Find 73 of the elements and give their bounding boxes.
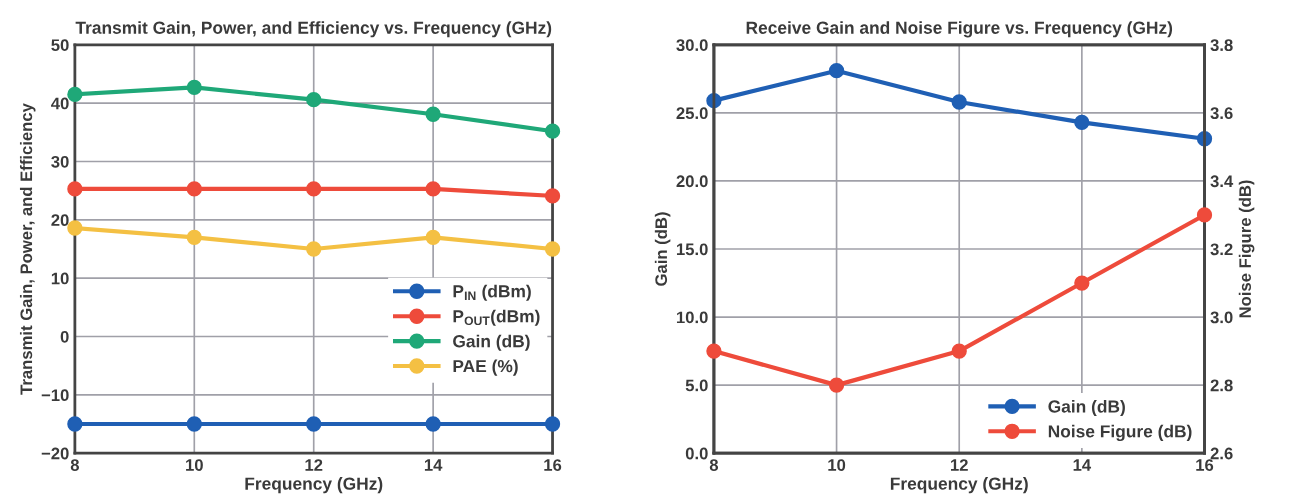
point (186, 229, 202, 245)
legend-label: Gain (dB) (1048, 399, 1125, 417)
point (186, 416, 202, 432)
y2-tick-label: 3.0 (1210, 311, 1233, 324)
x-tick-label: 12 (305, 459, 323, 471)
point (544, 416, 561, 432)
x-tick-label: 16 (1196, 459, 1214, 471)
y2-tick-label: 3.6 (1210, 107, 1233, 120)
y-tick-label: 40 (51, 97, 69, 110)
y-tick-label: 25.0 (676, 107, 708, 120)
point (425, 181, 441, 197)
y-tick-label: 10.0 (676, 311, 708, 324)
y2-tick-label: 2.8 (1210, 379, 1233, 392)
point (706, 343, 722, 359)
point (828, 377, 845, 393)
point (1196, 207, 1213, 223)
y-axis-title: Gain (dB) (654, 212, 671, 286)
point (951, 94, 967, 110)
point (186, 181, 202, 197)
x-tick-label: 16 (544, 459, 562, 471)
point (544, 123, 561, 139)
point (306, 181, 322, 197)
chart-title: Receive Gain and Noise Figure vs. Frequency (GHz) (746, 21, 1173, 38)
y-tick-label: 0.0 (685, 447, 708, 460)
legend-label: P$_{OUT}$(dBm) (453, 309, 540, 326)
y-axis-title: Transmit Gain, Power, and Efficiency (19, 103, 36, 395)
x-tick-label: 10 (828, 459, 846, 471)
point (425, 106, 441, 122)
y-tick-label: 0 (60, 330, 69, 343)
point (1074, 114, 1090, 131)
x-axis-title: Frequency (GHz) (245, 477, 383, 494)
chart-title: Transmit Gain, Power, and Efficiency vs. Frequency (GHz) (75, 21, 552, 38)
point (67, 220, 83, 236)
y-tick-label: 5.0 (685, 379, 708, 392)
x-tick-label: 10 (186, 459, 203, 471)
y2-tick-label: 2.6 (1210, 447, 1233, 460)
point (425, 416, 441, 432)
x-axis-title: Frequency (GHz) (890, 477, 1028, 494)
legend-label: Noise Figure (dB) (1048, 424, 1192, 442)
y-tick-label: 20 (51, 214, 69, 227)
point (306, 416, 322, 432)
point (828, 63, 845, 79)
point (306, 241, 322, 257)
point (306, 92, 322, 108)
point (544, 241, 561, 257)
point (425, 229, 441, 245)
point (186, 79, 202, 96)
x-tick-label: 14 (1073, 459, 1092, 471)
y-tick-label: 10 (51, 272, 69, 285)
y-tick-label: 50 (51, 39, 69, 52)
point (67, 86, 83, 103)
y-tick-label: −10 (41, 389, 69, 402)
x-tick-label: 12 (950, 459, 968, 471)
point (1074, 275, 1090, 291)
x-tick-label: 14 (424, 459, 443, 471)
legend-label: P$_{IN}$ (dBm) (453, 284, 531, 301)
y-tick-label: −20 (41, 447, 69, 460)
point (67, 416, 83, 432)
x-tick-label: 8 (709, 459, 719, 471)
y-tick-label: 15.0 (676, 243, 708, 256)
point (544, 188, 561, 204)
y-tick-label: 30 (51, 155, 69, 168)
y2-tick-label: 3.4 (1210, 175, 1234, 188)
y2-axis-title: Noise Figure (dB) (1238, 180, 1255, 318)
y-tick-label: 30.0 (676, 39, 708, 52)
y2-tick-label: 3.2 (1210, 243, 1233, 256)
point (67, 181, 83, 197)
x-tick-label: 8 (70, 459, 79, 471)
y-tick-label: 20.0 (676, 175, 708, 188)
legend-label: Gain (dB) (453, 334, 530, 351)
y2-tick-label: 3.8 (1210, 39, 1233, 52)
legend-label: PAE (%) (453, 359, 518, 376)
point (951, 343, 967, 359)
